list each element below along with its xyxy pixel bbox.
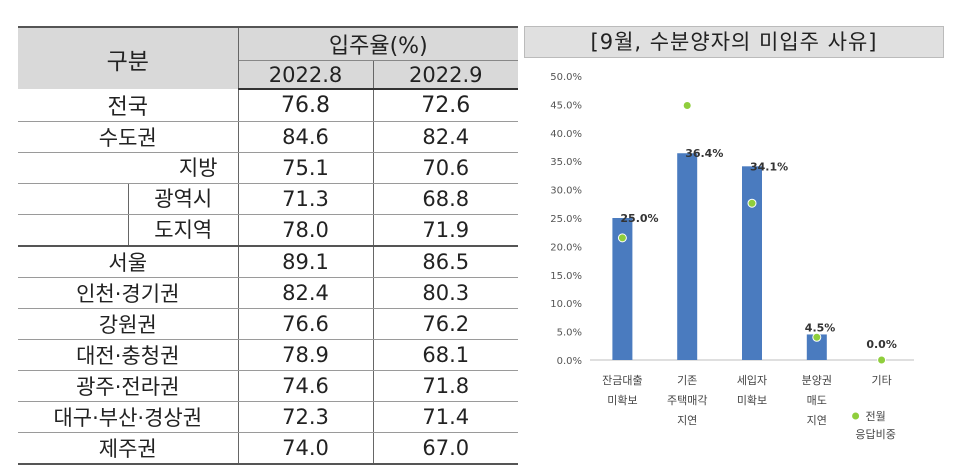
table-row: 수도권 84.6 82.4	[18, 121, 519, 153]
prev-month-marker	[812, 332, 822, 342]
bar	[742, 166, 762, 360]
category-label: 잔금대출	[602, 374, 642, 387]
y-tick-label: 45.0%	[550, 100, 582, 111]
prev-month-marker	[877, 355, 887, 365]
table-row: 강원권 76.6 76.2	[18, 308, 519, 340]
rate-aug: 89.1	[237, 246, 374, 278]
region-name: 대구·부산·경상권	[18, 401, 238, 433]
y-tick-label: 50.0%	[550, 72, 582, 83]
rate-sep: 72.6	[373, 89, 519, 122]
rate-aug: 74.0	[237, 432, 374, 465]
y-tick-label: 25.0%	[550, 214, 582, 225]
category-label: 매도	[807, 394, 827, 407]
y-tick-label: 30.0%	[550, 186, 582, 197]
category-label: 기존	[677, 374, 697, 387]
bar	[806, 334, 827, 360]
y-tick-label: 35.0%	[550, 157, 582, 168]
region-name: 수도권	[18, 121, 238, 153]
rate-sep: 86.5	[373, 246, 519, 278]
non-occupancy-reason-chart: 0.0% 5.0% 10.0% 15.0% 20.0% 25.0% 30.0% 35.0% 40…	[524, 26, 944, 456]
legend-label: 응답비중	[855, 428, 895, 441]
rate-sep: 68.1	[373, 339, 519, 371]
table-row: 지방 75.1 70.6	[18, 152, 519, 184]
y-tick-label: 20.0%	[550, 242, 582, 253]
legend-marker	[852, 412, 860, 420]
rate-aug: 84.6	[237, 121, 374, 153]
rate-sep: 76.2	[373, 308, 519, 340]
bar	[612, 218, 633, 360]
category-label: 주택매각	[667, 394, 707, 407]
occupancy-rate-table: 구분 입주율(%) 2022.8 2022.9 전국 76.8 72.6 수도권…	[18, 26, 519, 465]
prev-month-marker	[682, 101, 692, 111]
table-row: 서울 89.1 86.5	[18, 246, 519, 278]
period-header-1: 2022.8	[238, 60, 374, 90]
category-label: 미확보	[737, 394, 767, 407]
rate-sep: 82.4	[373, 121, 519, 153]
table-row: 인천·경기권 82.4 80.3	[18, 277, 519, 309]
table-row: 제주권 74.0 67.0	[18, 432, 519, 465]
y-tick-label: 40.0%	[550, 129, 582, 140]
region-name: 제주권	[18, 432, 238, 465]
data-label: 34.1%	[750, 160, 788, 173]
rate-aug: 74.6	[237, 370, 374, 402]
region-name: 지방	[178, 156, 218, 180]
rate-aug: 78.0	[237, 214, 374, 247]
prev-month-marker	[747, 198, 757, 208]
rate-sep: 67.0	[373, 432, 519, 465]
y-tick-label: 15.0%	[550, 271, 582, 282]
legend-label: 전월	[865, 410, 885, 423]
row-header: 구분	[18, 26, 239, 89]
chart-canvas: 0.0% 5.0% 10.0% 15.0% 20.0% 25.0% 30.0% 35.0% 40…	[550, 72, 914, 441]
rate-aug: 75.1	[237, 152, 374, 184]
rate-aug: 76.6	[237, 308, 374, 340]
rate-sep: 70.6	[373, 152, 519, 184]
rate-sep: 71.8	[373, 370, 519, 402]
table-row: 광주·전라권 74.6 71.8	[18, 370, 519, 402]
data-label: 36.4%	[685, 147, 723, 160]
region-name: 강원권	[18, 308, 238, 340]
category-label: 분양권	[802, 374, 832, 387]
table-row: 광역시 71.3 68.8	[18, 183, 519, 215]
data-label: 25.0%	[620, 212, 658, 225]
y-tick-label: 0.0%	[557, 356, 582, 367]
region-name: 광역시	[128, 184, 238, 214]
table-row: 대구·부산·경상권 72.3 71.4	[18, 401, 519, 433]
table-row: 전국 76.8 72.6	[18, 89, 519, 122]
category-label: 미확보	[607, 394, 637, 407]
chart-title: [9월, 수분양자의 미입주 사유]	[524, 26, 944, 58]
prev-month-marker	[617, 233, 627, 243]
rate-sep: 68.8	[373, 183, 519, 215]
region-name: 광주·전라권	[18, 370, 238, 402]
region-name: 서울	[18, 246, 238, 278]
region-name: 인천·경기권	[18, 277, 238, 309]
category-label: 지연	[677, 414, 697, 427]
category-label: 기타	[871, 374, 891, 387]
bar	[677, 153, 698, 360]
y-tick-label: 10.0%	[550, 299, 582, 310]
table-row: 도지역 78.0 71.9	[18, 214, 519, 247]
data-label: 4.5%	[805, 321, 836, 334]
rate-aug: 82.4	[237, 277, 374, 309]
rate-sep: 71.4	[373, 401, 519, 433]
data-label: 0.0%	[866, 338, 897, 351]
region-name: 전국	[18, 89, 238, 122]
rate-aug: 72.3	[237, 401, 374, 433]
y-tick-label: 5.0%	[557, 328, 582, 339]
category-label: 세입자	[737, 374, 767, 387]
category-label: 지연	[807, 414, 827, 427]
region-name: 대전·충청권	[18, 339, 238, 371]
region-name: 도지역	[128, 215, 238, 245]
rate-aug: 78.9	[237, 339, 374, 371]
rate-sep: 80.3	[373, 277, 519, 309]
period-header-2: 2022.9	[373, 60, 519, 90]
column-group-header: 입주율(%)	[238, 26, 519, 61]
rate-aug: 71.3	[237, 183, 374, 215]
rate-sep: 71.9	[373, 214, 519, 247]
rate-aug: 76.8	[237, 89, 374, 122]
table-row: 대전·충청권 78.9 68.1	[18, 339, 519, 371]
